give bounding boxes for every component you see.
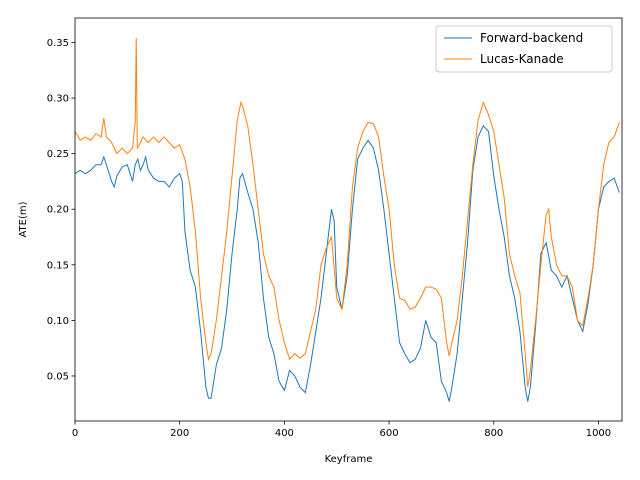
x-axis-label: Keyframe (325, 454, 373, 465)
legend-label: Forward-backend (480, 31, 583, 45)
y-tick-label: 0.05 (47, 371, 69, 382)
x-tick-label: 200 (170, 428, 189, 439)
x-tick-label: 1000 (586, 428, 611, 439)
y-tick-label: 0.20 (47, 205, 69, 216)
x-tick-label: 600 (380, 428, 399, 439)
series-line (75, 38, 620, 388)
plot-frame (74, 17, 623, 422)
legend-box (435, 25, 613, 73)
x-tick-label: 400 (275, 428, 294, 439)
x-tick-label: 0 (72, 428, 78, 439)
y-tick-label: 0.25 (47, 149, 69, 160)
y-tick-label: 0.10 (47, 316, 69, 327)
y-axis-label: ATE(m) (18, 201, 29, 237)
legend-label: Lucas-Kanade (480, 52, 564, 66)
y-tick-label: 0.15 (47, 260, 69, 271)
x-tick-label: 800 (484, 428, 503, 439)
y-tick-label: 0.30 (47, 94, 69, 105)
y-tick-label: 0.35 (47, 38, 69, 49)
series-line (75, 124, 620, 402)
